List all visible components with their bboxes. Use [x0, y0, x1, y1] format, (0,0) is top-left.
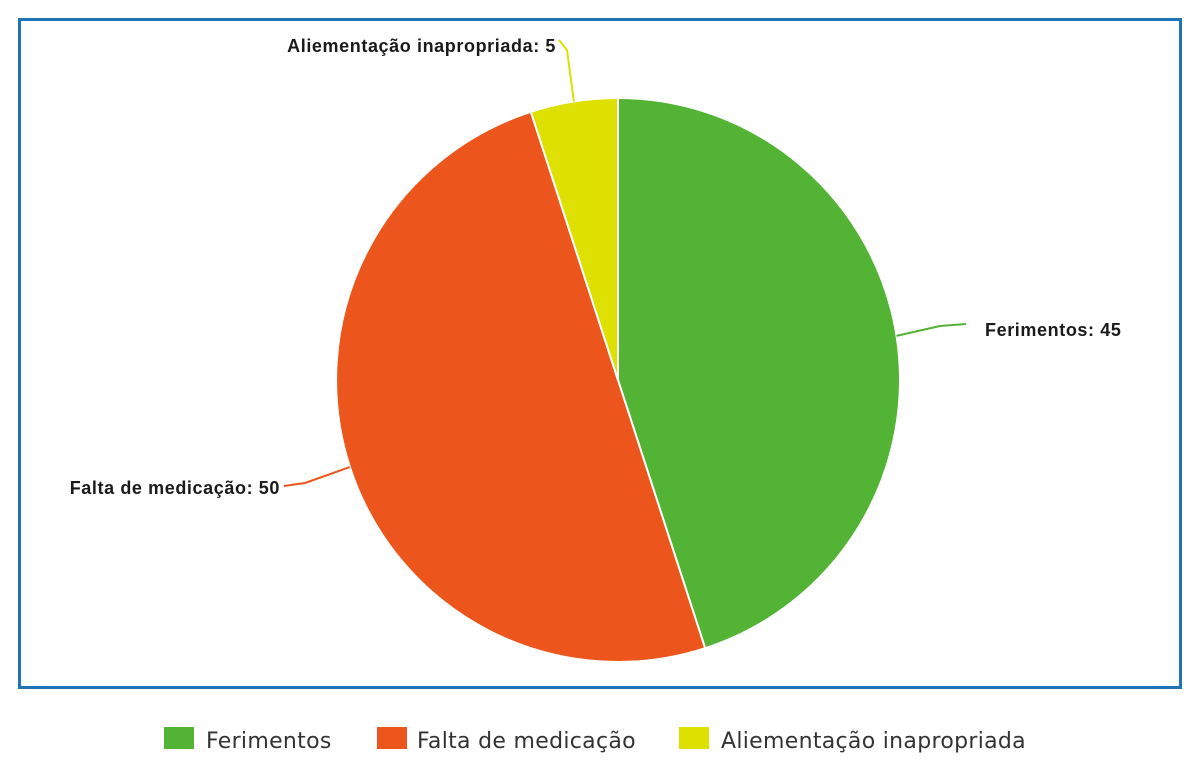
legend-label-ferimentos: Ferimentos — [206, 729, 332, 754]
pie-slices — [335, 96, 901, 663]
legend-swatch-ferimentos — [164, 727, 194, 749]
legend: Ferimentos Falta de medicação Aliementaç… — [164, 727, 1026, 754]
legend-swatch-aliementacao-inapropriada — [679, 727, 709, 749]
legend-label-falta-de-medicacao: Falta de medicação — [417, 729, 636, 754]
pie-slice-aliementacao-inapropriada[interactable] — [529, 96, 619, 381]
legend-swatch-falta-de-medicacao — [377, 727, 407, 749]
data-label-falta-de-medicacao: Falta de medicação: 50 — [70, 478, 280, 498]
leader-line-aliementacao-inapropriada — [558, 39, 575, 102]
pie-slice-ferimentos[interactable] — [617, 96, 901, 650]
leader-line-falta-de-medicacao — [283, 466, 351, 487]
legend-label-aliementacao-inapropriada: Aliementação inapropriada — [721, 729, 1026, 754]
label-connectors — [283, 39, 967, 487]
data-label-aliementacao-inapropriada: Aliementação inapropriada: 5 — [287, 36, 556, 56]
data-label-ferimentos: Ferimentos: 45 — [985, 320, 1121, 340]
leader-line-ferimentos — [896, 323, 967, 337]
